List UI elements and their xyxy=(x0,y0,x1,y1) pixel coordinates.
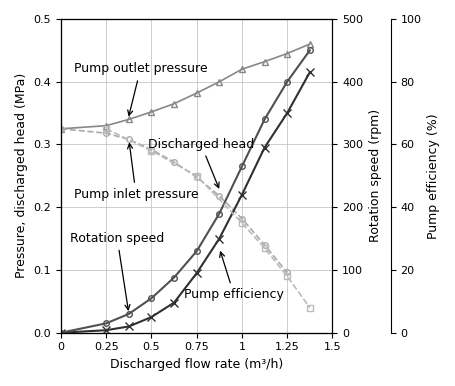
Text: Pump efficiency: Pump efficiency xyxy=(184,252,284,301)
Text: Pump inlet pressure: Pump inlet pressure xyxy=(74,144,198,201)
Y-axis label: Pressure, discharged head (MPa): Pressure, discharged head (MPa) xyxy=(15,73,28,278)
Y-axis label: Pump efficiency (%): Pump efficiency (%) xyxy=(427,113,440,239)
Text: Discharged head: Discharged head xyxy=(148,138,254,188)
Text: Pump outlet pressure: Pump outlet pressure xyxy=(74,62,207,115)
Y-axis label: Rotation speed (rpm): Rotation speed (rpm) xyxy=(369,109,382,242)
Text: Rotation speed: Rotation speed xyxy=(70,232,164,310)
X-axis label: Discharged flow rate (m³/h): Discharged flow rate (m³/h) xyxy=(110,358,283,371)
